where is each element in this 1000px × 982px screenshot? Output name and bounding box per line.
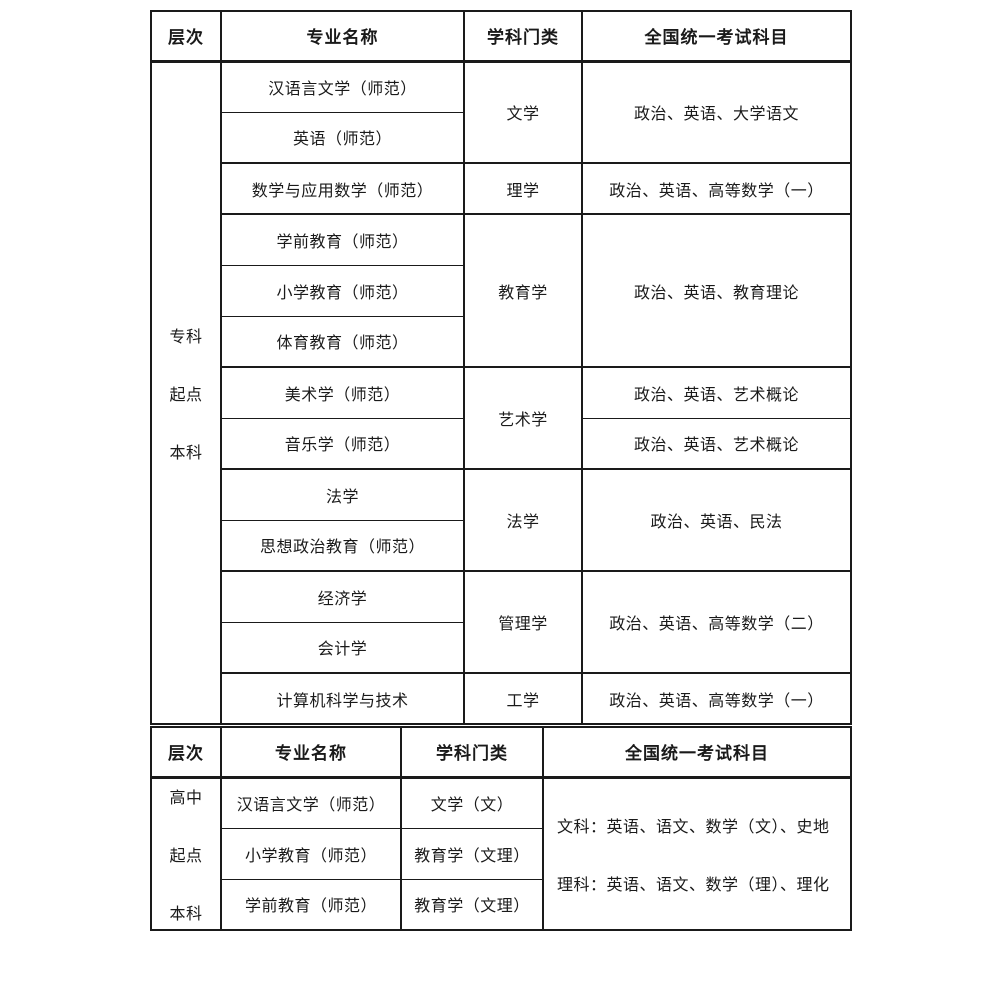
upper-table: 层次 专业名称 学科门类 全国统一考试科目 专科 起点 本科 汉语言文学（师范）… [150, 10, 852, 725]
discipline-cell: 法学 [463, 468, 583, 572]
table-row: 计算机科学与技术 工学 政治、英语、高等数学（一） [151, 672, 852, 725]
table-row: 美术学（师范） 艺术学 政治、英语、艺术概论 [151, 366, 852, 470]
major-cell: 小学教育（师范） [220, 264, 465, 317]
major-cell: 会计学 [220, 621, 465, 674]
major-cell: 音乐学（师范） [220, 417, 465, 470]
header-major: 专业名称 [220, 726, 402, 779]
major-cell: 法学 [220, 468, 465, 521]
major-cell: 体育教育（师范） [220, 315, 465, 368]
header-major: 专业名称 [220, 10, 465, 63]
level-line: 专科 [169, 328, 203, 346]
table-row: 高中 起点 本科 汉语言文学（师范） 文学（文） 文科：英语、语文、数学（文）、… [150, 776, 852, 931]
discipline-cell: 理学 [463, 162, 583, 215]
exam-merged-cell: 文科：英语、语文、数学（文）、史地 理科：英语、语文、数学（理）、理化 [542, 776, 852, 931]
level-merged-cell: 高中 起点 本科 [150, 776, 222, 931]
discipline-cell: 文学 [463, 60, 583, 164]
exam-cell: 政治、英语、高等数学（一） [581, 672, 852, 725]
table-row: 数学与应用数学（师范） 理学 政治、英语、高等数学（一） [151, 162, 852, 215]
major-cell: 计算机科学与技术 [220, 672, 465, 725]
exam-line-arts: 文科：英语、语文、数学（文）、史地 [557, 818, 830, 836]
major-cell: 学前教育（师范） [220, 878, 402, 931]
table-row: 英语（师范） [151, 111, 851, 164]
lower-header-row: 层次 专业名称 学科门类 全国统一考试科目 [150, 726, 852, 779]
discipline-cell: 工学 [463, 672, 583, 725]
document-page: 层次 专业名称 学科门类 全国统一考试科目 专科 起点 本科 汉语言文学（师范）… [150, 10, 852, 931]
level-merged-cell: 专科 起点 本科 [150, 60, 222, 725]
upper-header-row: 层次 专业名称 学科门类 全国统一考试科目 [150, 10, 852, 63]
exam-line-science: 理科：英语、语文、数学（理）、理化 [557, 876, 830, 894]
header-exam: 全国统一考试科目 [542, 726, 852, 779]
major-cell: 经济学 [220, 570, 465, 623]
exam-text: 文科：英语、语文、数学（文）、史地 理科：英语、语文、数学（理）、理化 [544, 813, 850, 895]
table-row: 会计学 [151, 621, 851, 674]
table-row: 专科 起点 本科 汉语言文学（师范） 文学 政治、英语、大学语文 [150, 60, 852, 725]
table-row: 音乐学（师范） 政治、英语、艺术概论 [151, 417, 852, 470]
exam-cell: 政治、英语、高等数学（二） [581, 570, 852, 674]
major-cell: 美术学（师范） [220, 366, 465, 419]
major-cell: 汉语言文学（师范） [220, 60, 465, 113]
table-row: 学前教育（师范） 教育学（文理） [151, 878, 851, 931]
discipline-cell: 文学（文） [400, 776, 544, 829]
major-cell: 思想政治教育（师范） [220, 519, 465, 572]
level-text: 专科 起点 本科 [152, 323, 220, 463]
table-row: 经济学 管理学 政治、英语、高等数学（二） [151, 570, 852, 674]
major-cell: 学前教育（师范） [220, 213, 465, 266]
level-line: 本科 [169, 905, 203, 923]
level-line: 高中 [169, 789, 203, 807]
header-level: 层次 [150, 726, 222, 779]
major-cell: 汉语言文学（师范） [220, 776, 402, 829]
level-line: 起点 [169, 847, 203, 865]
header-level: 层次 [150, 10, 222, 63]
table-row: 学前教育（师范） 教育学 政治、英语、教育理论 [151, 213, 852, 368]
exam-cell: 政治、英语、大学语文 [581, 60, 852, 164]
major-cell: 数学与应用数学（师范） [220, 162, 465, 215]
header-exam: 全国统一考试科目 [581, 10, 852, 63]
level-text: 高中 起点 本科 [152, 784, 220, 924]
exam-cell: 政治、英语、高等数学（一） [581, 162, 852, 215]
level-line: 本科 [169, 444, 203, 462]
level-line: 起点 [169, 386, 203, 404]
major-cell: 英语（师范） [220, 111, 465, 164]
table-row: 小学教育（师范） 教育学（文理） [151, 827, 851, 880]
discipline-cell: 管理学 [463, 570, 583, 674]
table-row: 法学 法学 政治、英语、民法 [151, 468, 852, 572]
table-row: 思想政治教育（师范） [151, 519, 851, 572]
discipline-cell: 艺术学 [463, 366, 583, 470]
discipline-cell: 教育学（文理） [400, 827, 544, 880]
discipline-cell: 教育学 [463, 213, 583, 368]
header-discipline: 学科门类 [463, 10, 583, 63]
table-row: 小学教育（师范） [151, 264, 851, 317]
exam-cell: 政治、英语、艺术概论 [581, 417, 852, 470]
header-discipline: 学科门类 [400, 726, 544, 779]
lower-table: 层次 专业名称 学科门类 全国统一考试科目 高中 起点 本科 汉语言文学（师范）… [150, 726, 852, 931]
exam-cell: 政治、英语、民法 [581, 468, 852, 572]
major-cell: 小学教育（师范） [220, 827, 402, 880]
exam-cell: 政治、英语、艺术概论 [581, 366, 852, 419]
discipline-cell: 教育学（文理） [400, 878, 544, 931]
exam-cell: 政治、英语、教育理论 [581, 213, 852, 368]
